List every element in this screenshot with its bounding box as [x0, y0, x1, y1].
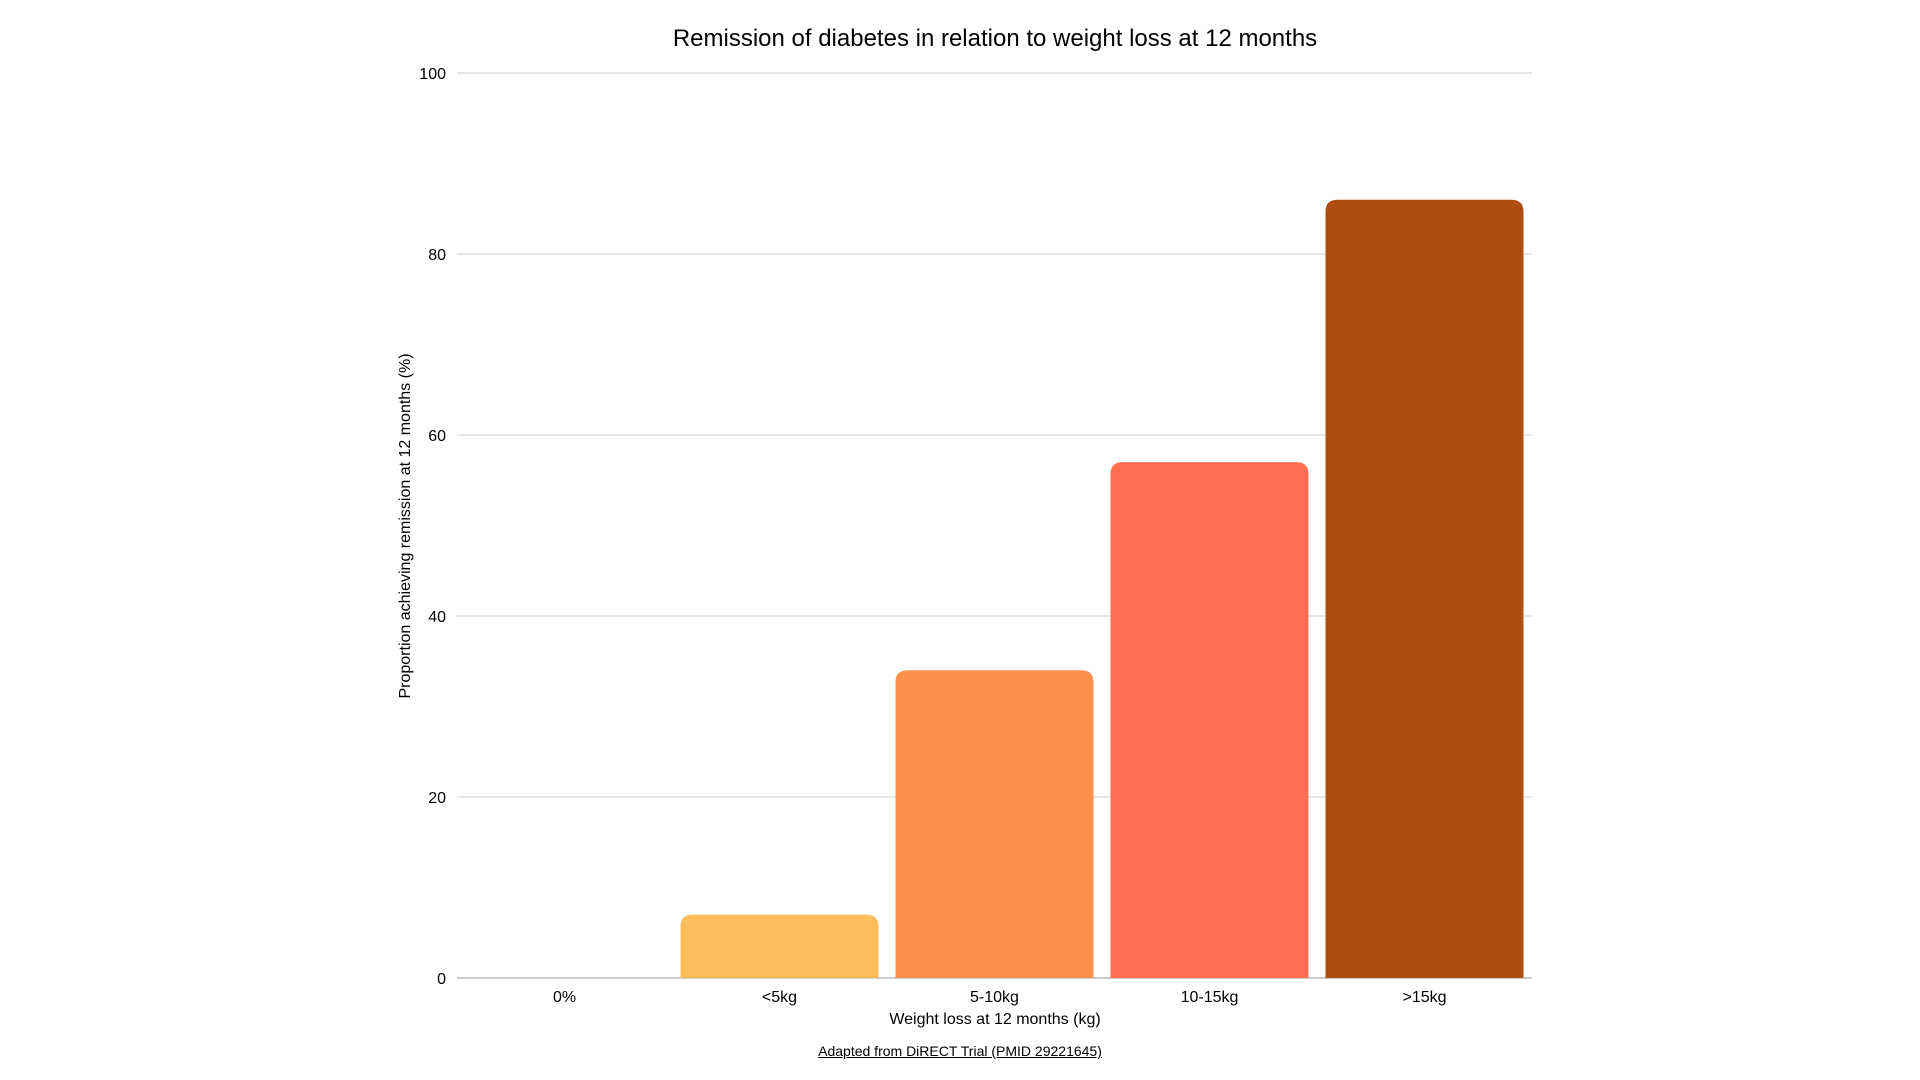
y-axis-label: Proportion achieving remission at 12 mon…: [397, 353, 414, 698]
y-tick-label: 20: [428, 790, 446, 807]
y-tick-label: 60: [428, 428, 446, 445]
y-tick-label: 40: [428, 609, 446, 626]
bar-3: [1110, 462, 1309, 978]
y-tick-label: 100: [419, 66, 446, 83]
bar-4: [1325, 199, 1524, 978]
bar-1: [680, 914, 879, 978]
x-axis-ticks: 0% <5kg 5-10kg 10-15kg >15kg: [553, 989, 1447, 1006]
source-note: Adapted from DiRECT Trial (PMID 29221645…: [0, 1042, 1920, 1060]
chart-title: Remission of diabetes in relation to wei…: [673, 25, 1317, 52]
x-tick-label: 10-15kg: [1181, 989, 1239, 1006]
bar-2: [895, 670, 1094, 978]
y-tick-label: 80: [428, 247, 446, 264]
x-axis-label: Weight loss at 12 months (kg): [889, 1011, 1100, 1028]
source-link[interactable]: Adapted from DiRECT Trial (PMID 29221645…: [818, 1043, 1102, 1059]
x-tick-label: 0%: [553, 989, 576, 1006]
x-tick-label: 5-10kg: [970, 989, 1019, 1006]
x-tick-label: >15kg: [1402, 989, 1446, 1006]
x-tick-label: <5kg: [762, 989, 797, 1006]
bars: [680, 199, 1524, 978]
y-tick-label: 0: [437, 971, 446, 988]
y-axis-ticks: 0 20 40 60 80 100: [419, 66, 446, 988]
